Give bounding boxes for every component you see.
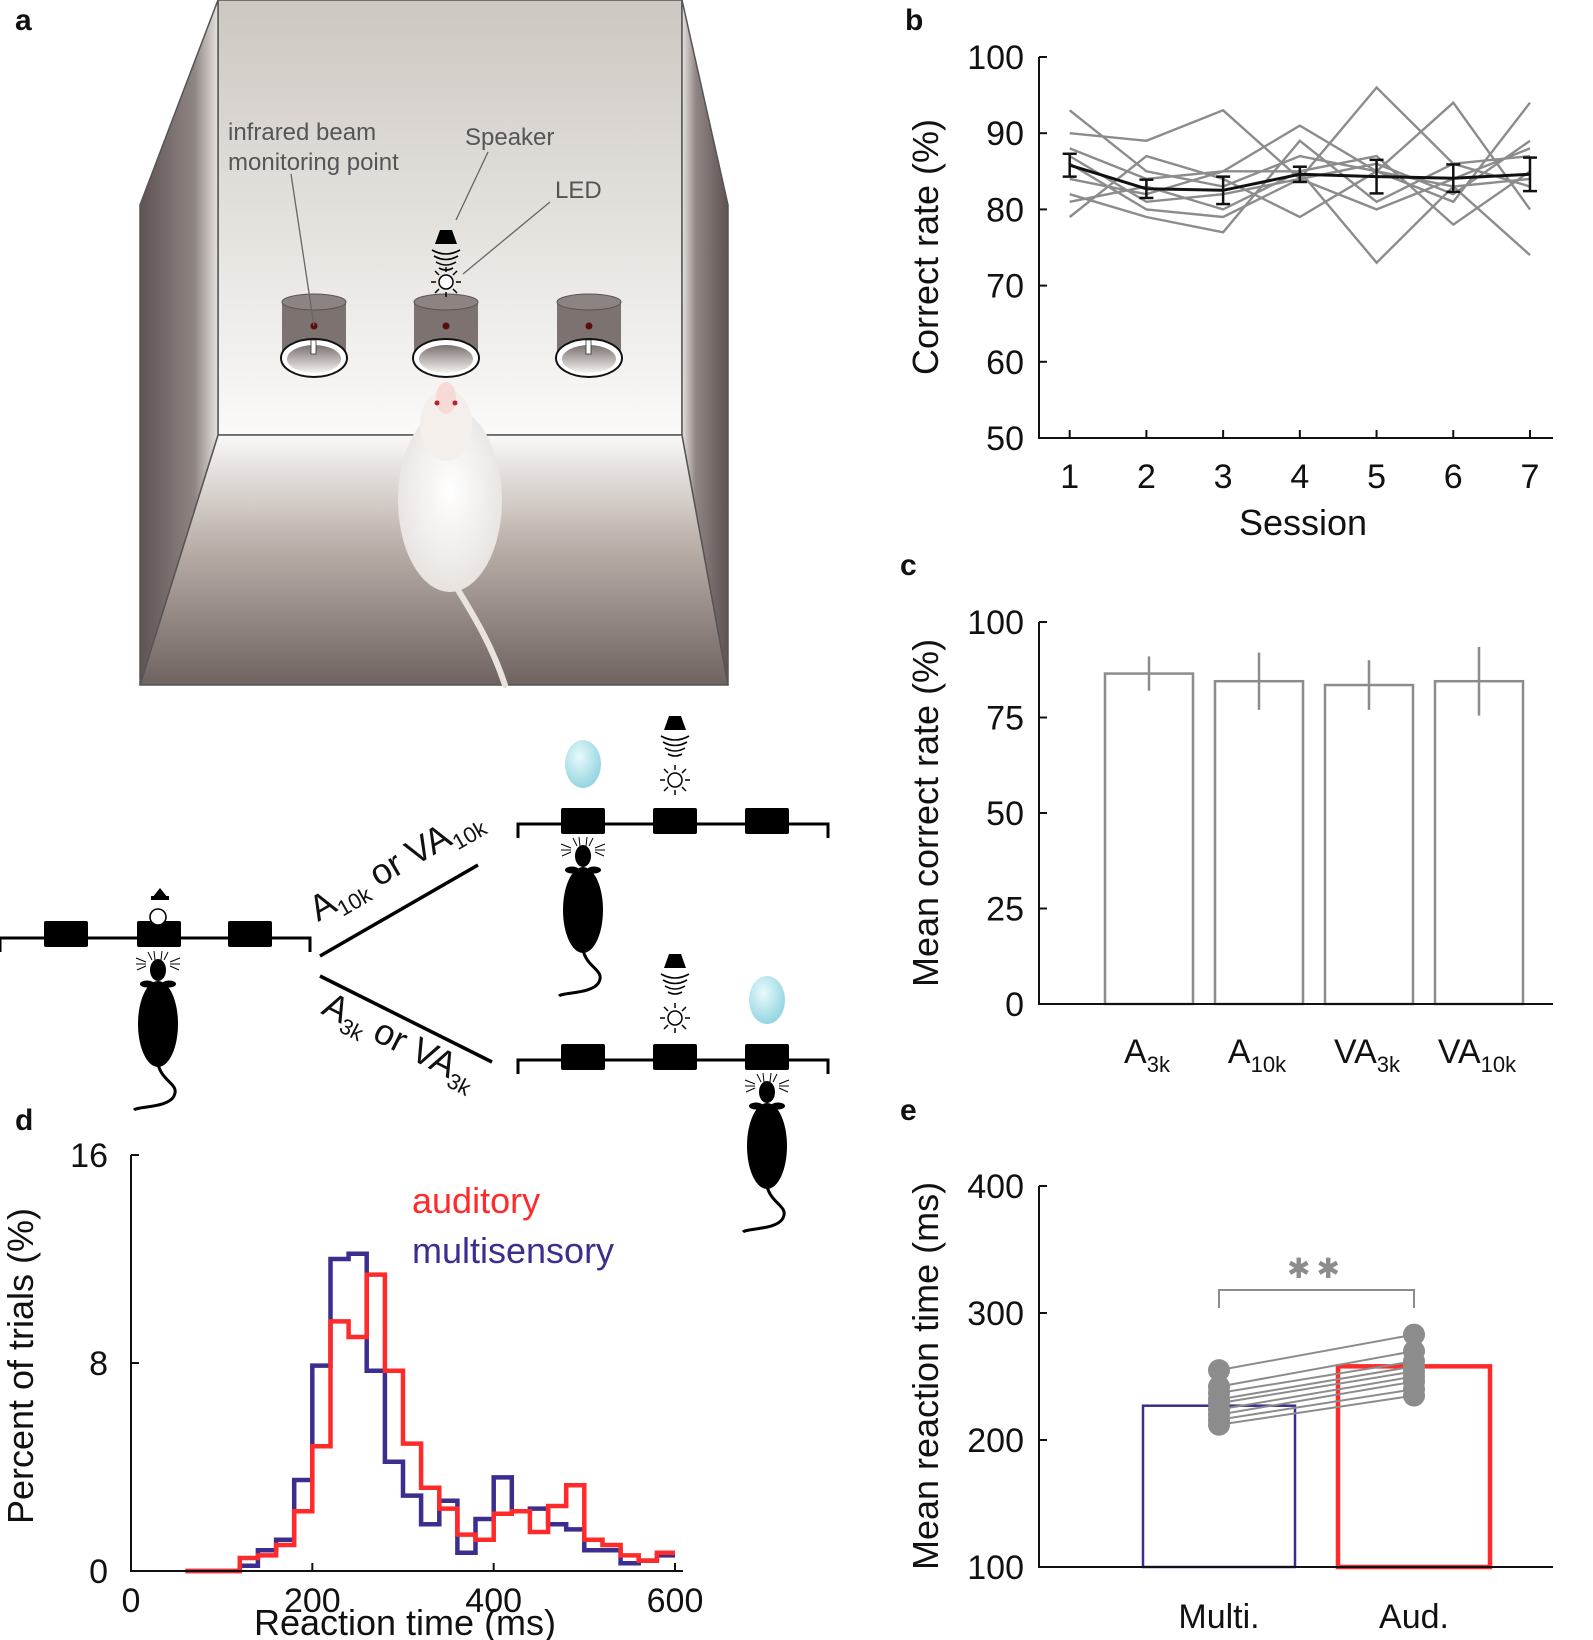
x-tick-label: A10k bbox=[1228, 1033, 1287, 1077]
speaker-leader-line bbox=[455, 151, 489, 221]
significance-marker: ✱✱ bbox=[1287, 1253, 1346, 1284]
y-tick-label: 70 bbox=[986, 268, 1024, 306]
legend-auditory: auditory bbox=[412, 1180, 540, 1221]
led-label: LED bbox=[555, 177, 602, 204]
lower-branch-label: A3k or VA3k bbox=[314, 984, 485, 1102]
chart-d-rt-histogram: 0 8 16 0 200 400 600 auditory multisensory Per… bbox=[0, 1137, 703, 1640]
x-tick-label: 4 bbox=[1290, 458, 1309, 496]
nose-poke-center bbox=[412, 293, 480, 378]
y-tick-label: 25 bbox=[986, 891, 1024, 929]
x-tick-label: VA3k bbox=[1334, 1033, 1401, 1077]
chart-e-mean-reaction-time: Multi. Aud. ✱✱ 100 200 300 400 Mean reaction… bbox=[905, 1168, 1553, 1636]
chart-b-axes bbox=[1038, 57, 1553, 439]
histogram-auditory bbox=[185, 1272, 675, 1574]
histogram-multisensory bbox=[185, 1251, 675, 1574]
panel-label-e: e bbox=[900, 1094, 917, 1127]
series-line-rat1 bbox=[1068, 101, 1531, 204]
y-tick-label: 8 bbox=[89, 1345, 108, 1383]
bar-VA3k bbox=[1323, 683, 1415, 1006]
chart-b-ylabel: Correct rate (%) bbox=[905, 119, 946, 375]
x-tick-label: 0 bbox=[122, 1582, 141, 1620]
x-tick-label: Aud. bbox=[1379, 1598, 1449, 1636]
chart-b-correct-rate: 50 60 70 80 90 100 1 2 3 4 5 6 7 Correct rate (%) Se… bbox=[905, 39, 1553, 543]
schematic-3k-outcome bbox=[516, 953, 830, 1234]
infrared-label-line1: infrared beam bbox=[228, 119, 376, 146]
paired-line bbox=[1218, 1375, 1415, 1411]
x-tick-label: VA10k bbox=[1438, 1033, 1517, 1077]
infrared-label-line2: monitoring point bbox=[228, 149, 399, 176]
chart-c-ylabel: Mean correct rate (%) bbox=[905, 639, 946, 987]
x-tick-label: 3 bbox=[1214, 458, 1233, 496]
x-tick-label: 2 bbox=[1137, 458, 1156, 496]
paired-point-aud bbox=[1403, 1323, 1425, 1346]
infrared-leader-line bbox=[290, 173, 315, 327]
x-tick-label: Multi. bbox=[1178, 1598, 1259, 1636]
bar-VA10k bbox=[1433, 679, 1525, 1006]
schematic-start bbox=[0, 888, 312, 1112]
paired-line bbox=[1218, 1365, 1415, 1401]
x-tick-label: 600 bbox=[647, 1582, 704, 1620]
chart-e-ylabel: Mean reaction time (ms) bbox=[905, 1182, 946, 1570]
led-icon bbox=[430, 266, 462, 298]
y-tick-label: 90 bbox=[986, 115, 1024, 153]
bar-A10k bbox=[1213, 679, 1305, 1006]
svg-text:A3k or VA3k: A3k or VA3k bbox=[314, 984, 485, 1102]
y-tick-label: 100 bbox=[967, 604, 1024, 642]
speaker-label: Speaker bbox=[465, 124, 554, 151]
panel-label-a: a bbox=[15, 4, 32, 37]
x-tick-label: 1 bbox=[1060, 458, 1079, 496]
paired-point-multi bbox=[1208, 1413, 1230, 1436]
white-rat bbox=[398, 382, 508, 688]
chart-d-xlabel: Reaction time (ms) bbox=[254, 1602, 556, 1640]
y-tick-label: 50 bbox=[986, 420, 1024, 458]
y-tick-label: 400 bbox=[967, 1168, 1024, 1206]
panel-label-d: d bbox=[15, 1104, 33, 1137]
paired-point-aud bbox=[1403, 1384, 1425, 1407]
y-tick-label: 0 bbox=[89, 1553, 108, 1591]
schematic-10k-outcome bbox=[516, 715, 830, 998]
nose-poke-right bbox=[555, 293, 623, 378]
chart-c-mean-correct-rate: A3k A10k VA3k VA10k 0 25 50 75 100 Mean correct… bbox=[905, 604, 1553, 1077]
y-tick-label: 50 bbox=[986, 795, 1024, 833]
chart-d-axes bbox=[130, 1155, 683, 1572]
y-tick-label: 100 bbox=[967, 1549, 1024, 1587]
x-tick-label: 6 bbox=[1444, 458, 1463, 496]
x-tick-label: 400 bbox=[465, 1582, 522, 1620]
y-tick-label: 0 bbox=[1005, 986, 1024, 1024]
x-tick-label: 5 bbox=[1367, 458, 1386, 496]
y-tick-label: 80 bbox=[986, 191, 1024, 229]
task-schematic: A10k or VA10k A3k or VA3k bbox=[0, 715, 830, 1234]
paired-line bbox=[1218, 1394, 1415, 1426]
water-drop-icon bbox=[749, 976, 785, 1024]
y-tick-label: 300 bbox=[967, 1295, 1024, 1333]
paired-line bbox=[1218, 1333, 1415, 1372]
nose-poke-left bbox=[280, 293, 348, 378]
chart-b-xlabel: Session bbox=[1239, 502, 1367, 543]
x-tick-label: A3k bbox=[1124, 1033, 1171, 1077]
water-drop-icon bbox=[565, 740, 601, 788]
chart-d-ylabel: Percent of trials (%) bbox=[0, 1208, 41, 1524]
legend-multisensory: multisensory bbox=[412, 1230, 614, 1271]
y-tick-label: 16 bbox=[70, 1137, 108, 1175]
bar-A3k bbox=[1103, 672, 1195, 1006]
y-tick-label: 100 bbox=[967, 39, 1024, 77]
y-tick-label: 75 bbox=[986, 700, 1024, 738]
panel-label-b: b bbox=[905, 4, 923, 37]
significance-bracket bbox=[1218, 1289, 1415, 1308]
led-leader-line bbox=[462, 201, 551, 275]
paired-line bbox=[1218, 1388, 1415, 1421]
y-tick-label: 200 bbox=[967, 1422, 1024, 1460]
y-tick-label: 60 bbox=[986, 344, 1024, 382]
panel-label-c: c bbox=[900, 549, 917, 582]
paired-line bbox=[1218, 1380, 1415, 1416]
panel-a-apparatus: infrared beam monitoring point Speaker L… bbox=[138, 0, 729, 688]
x-tick-label: 200 bbox=[284, 1582, 341, 1620]
paired-line bbox=[1218, 1350, 1415, 1388]
paired-line bbox=[1218, 1360, 1415, 1394]
paired-line bbox=[1218, 1370, 1415, 1405]
x-tick-label: 7 bbox=[1521, 458, 1540, 496]
paired-point-multi bbox=[1208, 1359, 1230, 1382]
